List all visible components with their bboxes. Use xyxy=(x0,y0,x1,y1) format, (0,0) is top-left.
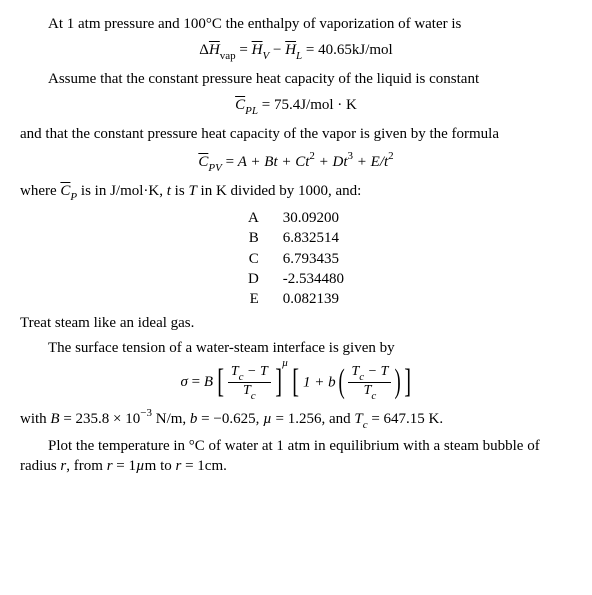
one-plus-b: 1 + b xyxy=(303,374,336,390)
sub-l: L xyxy=(296,50,302,62)
eq-sign: = xyxy=(239,42,251,58)
minus: − xyxy=(273,42,285,58)
p8-d: m to xyxy=(145,458,176,474)
left-paren-icon: ( xyxy=(339,365,345,399)
den2-c: c xyxy=(371,390,376,402)
coef-value: 6.832514 xyxy=(273,228,354,248)
eq-sign-3: = xyxy=(262,97,274,113)
coef-label: A xyxy=(238,208,273,228)
coef-label: C xyxy=(238,249,273,269)
equation-cpl: CPL = 75.4J/mol · K xyxy=(20,95,572,118)
sub-vap: vap xyxy=(220,50,236,62)
coef-value: 30.09200 xyxy=(273,208,354,228)
coef-label: D xyxy=(238,269,273,289)
coef-label: E xyxy=(238,289,273,309)
sub-v2: V xyxy=(215,162,222,174)
cbar-pl: C xyxy=(235,97,245,113)
sub-l2: L xyxy=(252,105,258,117)
equation-cpv: CPV = A + Bt + Ct2 + Dt3 + E/t2 xyxy=(20,150,572,175)
value-40-65: 40.65kJ/mol xyxy=(318,42,393,58)
table-row: A30.09200 xyxy=(238,208,354,228)
fraction-1: Tc − T Tc xyxy=(228,364,271,401)
table-row: E0.082139 xyxy=(238,289,354,309)
paragraph-2: Assume that the constant pressure heat c… xyxy=(20,69,572,89)
coef-value: 6.793435 xyxy=(273,249,354,269)
p7-Bval: = 235.8 × 10 xyxy=(60,411,141,427)
eq-sign-2: = xyxy=(306,42,318,58)
paragraph-1: At 1 atm pressure and 100°C the enthalpy… xyxy=(20,14,572,34)
equation-enthalpy: ΔHvap = HV − HL = 40.65kJ/mol xyxy=(20,40,572,63)
sup-3: 3 xyxy=(348,150,354,162)
paragraph-5: Treat steam like an ideal gas. xyxy=(20,313,572,333)
p8-e: = 1cm. xyxy=(181,458,227,474)
table-row: C6.793435 xyxy=(238,249,354,269)
poly-e: + E/t xyxy=(353,154,388,170)
p4-c: is xyxy=(171,183,189,199)
coef-value: 0.082139 xyxy=(273,289,354,309)
coefficient-table: A30.09200 B6.832514 C6.793435 D-2.534480… xyxy=(238,208,354,309)
page-root: At 1 atm pressure and 100°C the enthalpy… xyxy=(0,0,592,500)
paragraph-4: where CP is in J/mol·K, t is T in K divi… xyxy=(20,181,572,204)
coef-label: B xyxy=(238,228,273,248)
sub-v: V xyxy=(262,50,269,62)
p7-muval: = 1.256, and xyxy=(272,411,355,427)
left-bracket-2-icon: [ xyxy=(292,365,299,399)
p7-a: with xyxy=(20,411,50,427)
p7-Tc-c: c xyxy=(363,419,368,431)
eq-sign-5: = xyxy=(192,374,204,390)
den1-c: c xyxy=(251,390,256,402)
sup-2: 2 xyxy=(309,150,315,162)
poly-abc: A + Bt + Ct xyxy=(238,154,310,170)
num1-c: c xyxy=(239,371,244,383)
right-bracket-2-icon: ] xyxy=(404,365,411,399)
right-bracket-icon: ] xyxy=(275,365,282,399)
value-75-4: 75.4J/mol · K xyxy=(274,97,357,113)
p4-tcap: T xyxy=(188,183,196,199)
num1-minus: − T xyxy=(244,364,268,379)
right-paren-icon: ) xyxy=(395,365,401,399)
p4-cbar: C xyxy=(60,183,70,199)
sub-p: P xyxy=(245,105,252,117)
coef-value: -2.534480 xyxy=(273,269,354,289)
den1-t: T xyxy=(243,383,251,398)
B-coef: B xyxy=(204,374,213,390)
p4-sub: P xyxy=(70,191,77,203)
num1-t: T xyxy=(231,364,239,379)
eq-sign-4: = xyxy=(226,154,238,170)
delta: Δ xyxy=(199,42,209,58)
fraction-2: Tc − T Tc xyxy=(348,364,391,401)
p7-B: B xyxy=(50,411,59,427)
paragraph-3: and that the constant pressure heat capa… xyxy=(20,124,572,144)
p8-c: = 1 xyxy=(113,458,136,474)
hbar-l: H xyxy=(285,42,296,58)
p7-Tcval: = 647.15 K. xyxy=(368,411,444,427)
sigma: σ xyxy=(180,374,187,390)
p7-Bunit: N/m, xyxy=(152,411,190,427)
p7-mu: µ xyxy=(263,411,272,427)
hbar-v: H xyxy=(252,42,263,58)
p4-d: in K divided by 1000, and: xyxy=(197,183,362,199)
sup-mu: µ xyxy=(282,357,288,369)
paragraph-6: The surface tension of a water-steam int… xyxy=(20,338,572,358)
p7-Tc: T xyxy=(354,411,362,427)
hbar-vap: H xyxy=(209,42,220,58)
equation-sigma: σ = B [ Tc − T Tc ]µ [ 1 + b ( Tc − T Tc… xyxy=(20,364,572,401)
p7-bval: = −0.625, xyxy=(197,411,263,427)
num2-c: c xyxy=(359,371,364,383)
p4-a: where xyxy=(20,183,60,199)
p8-mu2: µ xyxy=(136,458,145,474)
paragraph-7: with B = 235.8 × 10−3 N/m, b = −0.625, µ… xyxy=(20,407,572,432)
sup-2b: 2 xyxy=(388,150,394,162)
p8-b: , from xyxy=(66,458,106,474)
paragraph-8: Plot the temperature in °C of water at 1… xyxy=(20,436,572,477)
table-row: B6.832514 xyxy=(238,228,354,248)
p4-b: is in J/mol·K, xyxy=(77,183,167,199)
table-row: D-2.534480 xyxy=(238,269,354,289)
num2-minus: − T xyxy=(364,364,388,379)
left-bracket-icon: [ xyxy=(217,365,224,399)
cbar-pv: C xyxy=(198,154,208,170)
p7-Bexp: −3 xyxy=(140,407,152,419)
poly-d: + Dt xyxy=(315,154,348,170)
